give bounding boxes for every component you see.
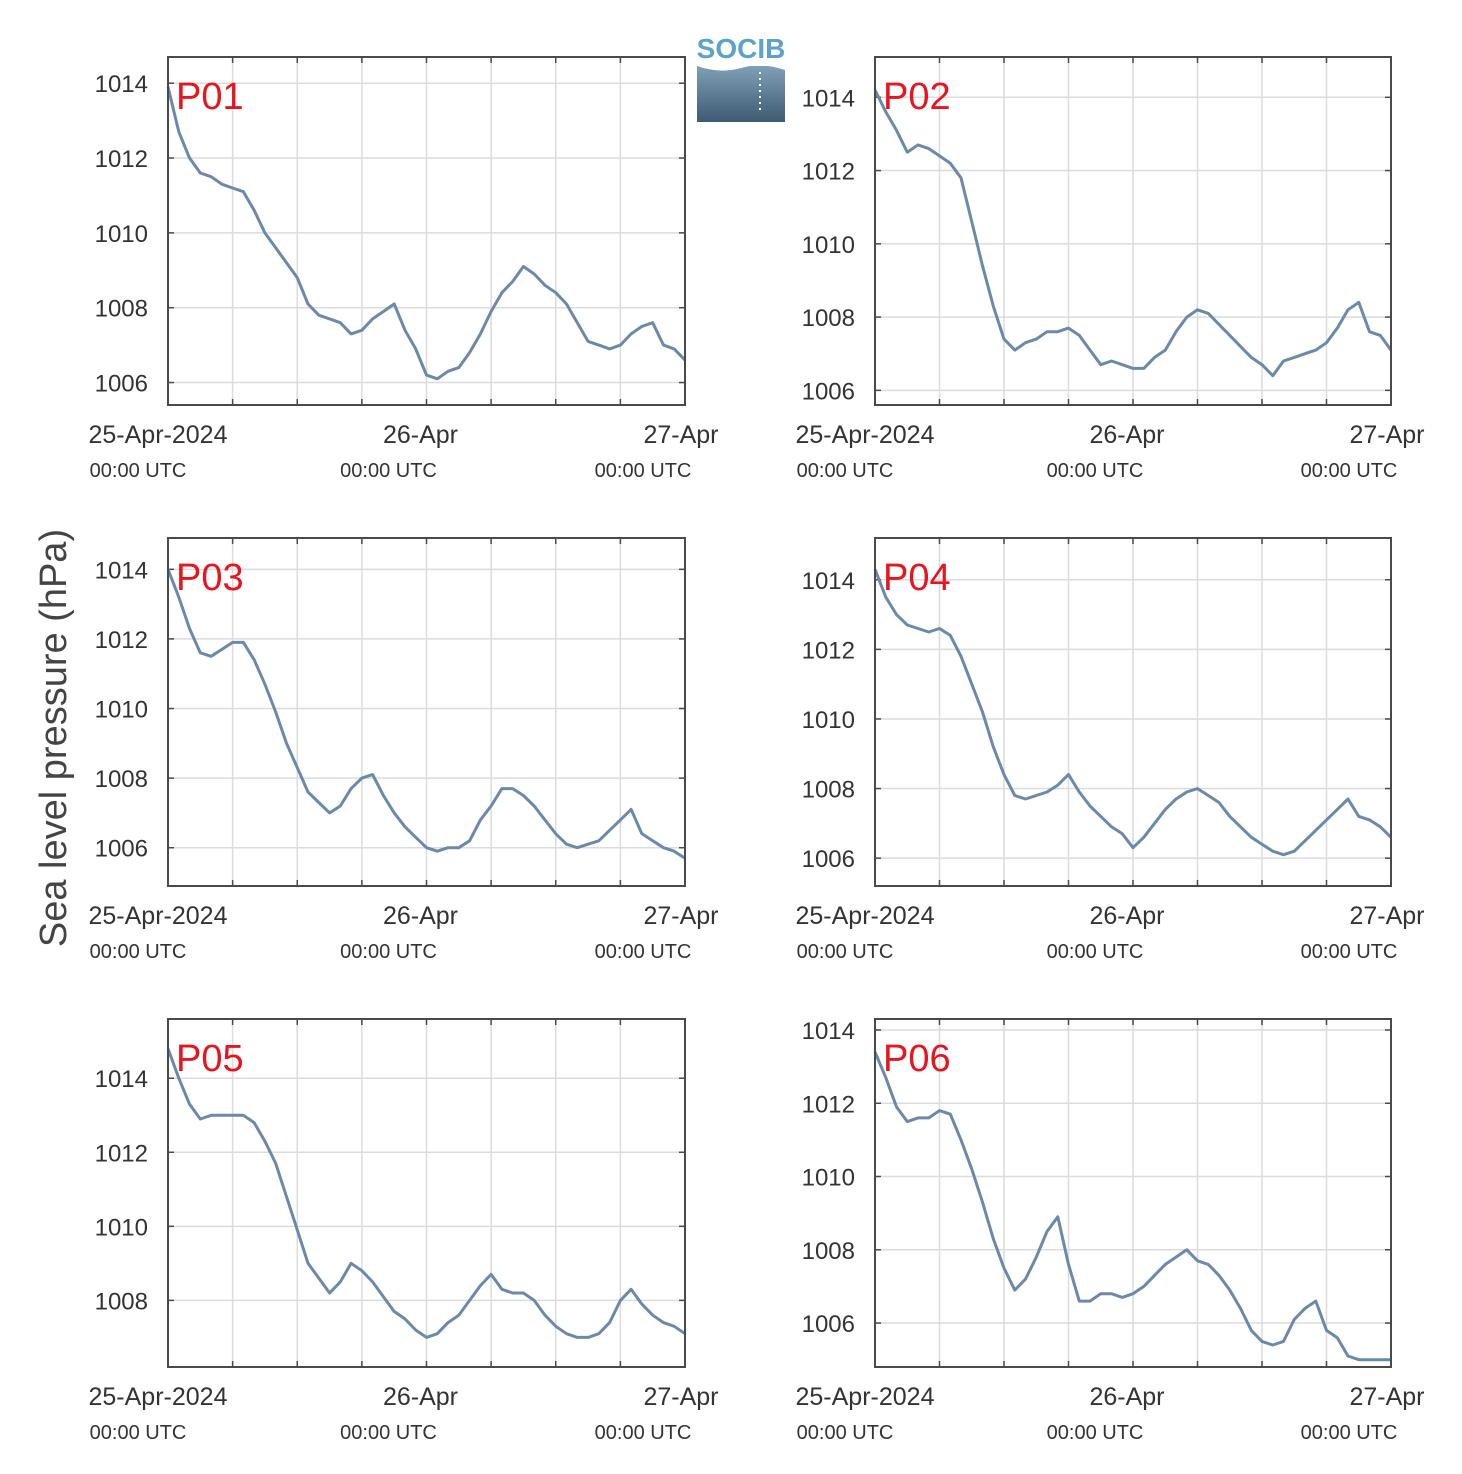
y-axis-label: Sea level pressure (hPa) (33, 529, 75, 947)
y-tick-label: 1014 (802, 568, 855, 595)
x-tick-label: 26-Apr (1089, 421, 1164, 449)
x-tick-label: 27-Apr (643, 902, 718, 930)
y-tick-label: 1014 (802, 85, 855, 112)
axes-frame (167, 1018, 686, 1368)
y-tick-label: 1010 (95, 1214, 148, 1241)
socib-logo-wave (697, 66, 785, 122)
chart-panel-p03: 1006 1008 1010 1012 1014 P03 25-Apr-2024 00:00 … (89, 537, 719, 963)
x-tick-label: 26-Apr (383, 421, 458, 449)
y-tick-label: 1008 (95, 1288, 148, 1315)
y-tick-label: 1012 (802, 159, 855, 186)
x-tick-sublabel: 00:00 UTC (797, 1422, 894, 1444)
pressure-line-p03 (166, 568, 686, 860)
socib-logo-text: SOCIB (697, 33, 786, 64)
y-tick-label: 1008 (802, 305, 855, 332)
x-tick-sublabel: 00:00 UTC (797, 460, 894, 482)
x-tick-label: 26-Apr (1089, 902, 1164, 930)
y-tick-label: 1008 (802, 1238, 855, 1265)
pressure-line-p02 (873, 89, 1393, 378)
panel-label: P05 (176, 1038, 244, 1080)
y-tick-label: 1006 (95, 836, 148, 863)
pressure-line-p04 (873, 568, 1393, 857)
axes-frame (874, 1018, 1392, 1368)
x-tick-sublabel: 00:00 UTC (1047, 460, 1144, 482)
panel-label: P02 (883, 76, 951, 118)
x-tick-label: 27-Apr (1349, 902, 1424, 930)
y-tick-label: 1008 (95, 296, 148, 323)
y-tick-label: 1014 (95, 557, 148, 584)
chart-panel-p06: 1006 1008 1010 1012 1014 P06 25-Apr-2024 00:00 … (796, 1018, 1425, 1444)
x-tick-label: 25-Apr-2024 (796, 902, 935, 930)
y-tick-label: 1006 (802, 1311, 855, 1338)
x-tick-sublabel: 00:00 UTC (595, 460, 692, 482)
pressure-line-p05 (166, 1048, 686, 1339)
axes-frame (874, 56, 1392, 406)
x-tick-label: 26-Apr (1089, 1383, 1164, 1411)
y-tick-label: 1006 (802, 378, 855, 405)
axes-frame (167, 56, 686, 406)
x-tick-label: 27-Apr (643, 421, 718, 449)
chart-panel-p01: 1006 1008 1010 1012 1014 P01 25-Apr-2024 00:00 … (89, 56, 719, 482)
x-tick-label: 27-Apr (1349, 421, 1424, 449)
y-tick-label: 1012 (802, 1091, 855, 1118)
x-tick-sublabel: 00:00 UTC (595, 1422, 692, 1444)
y-tick-label: 1010 (802, 707, 855, 734)
y-tick-label: 1012 (95, 627, 148, 654)
x-tick-sublabel: 00:00 UTC (340, 460, 437, 482)
chart-panel-p02: 1006 1008 1010 1012 1014 P02 25-Apr-2024 00:00 … (796, 56, 1425, 482)
x-tick-sublabel: 00:00 UTC (90, 941, 187, 963)
x-tick-sublabel: 00:00 UTC (90, 1422, 187, 1444)
y-tick-label: 1012 (95, 146, 148, 173)
x-tick-label: 25-Apr-2024 (89, 902, 228, 930)
panel-label: P01 (176, 76, 244, 118)
y-tick-label: 1014 (95, 1066, 148, 1093)
panel-label: P06 (883, 1038, 951, 1080)
x-tick-label: 27-Apr (643, 1383, 718, 1411)
x-tick-label: 25-Apr-2024 (89, 421, 228, 449)
x-tick-label: 26-Apr (383, 902, 458, 930)
y-tick-label: 1014 (95, 71, 148, 98)
x-tick-label: 25-Apr-2024 (796, 1383, 935, 1411)
axes-frame (167, 537, 686, 887)
y-tick-label: 1010 (95, 697, 148, 724)
y-tick-label: 1010 (802, 1165, 855, 1192)
y-tick-label: 1006 (802, 846, 855, 873)
x-tick-sublabel: 00:00 UTC (1301, 1422, 1398, 1444)
x-tick-sublabel: 00:00 UTC (1047, 941, 1144, 963)
x-tick-sublabel: 00:00 UTC (90, 460, 187, 482)
x-tick-sublabel: 00:00 UTC (1301, 941, 1398, 963)
axes-frame (874, 537, 1392, 887)
y-tick-label: 1014 (802, 1018, 855, 1045)
x-tick-sublabel: 00:00 UTC (595, 941, 692, 963)
x-tick-sublabel: 00:00 UTC (1047, 1422, 1144, 1444)
x-tick-sublabel: 00:00 UTC (340, 1422, 437, 1444)
y-tick-label: 1012 (95, 1140, 148, 1167)
y-tick-label: 1010 (802, 232, 855, 259)
y-tick-label: 1012 (802, 637, 855, 664)
panel-label: P03 (176, 557, 244, 599)
socib-logo: SOCIB (697, 33, 786, 122)
chart-panel-p04: 1006 1008 1010 1012 1014 P04 25-Apr-2024 00:00 … (796, 537, 1425, 963)
y-tick-label: 1008 (95, 766, 148, 793)
x-tick-sublabel: 00:00 UTC (340, 941, 437, 963)
y-tick-label: 1008 (802, 777, 855, 804)
x-tick-sublabel: 00:00 UTC (797, 941, 894, 963)
y-tick-label: 1006 (95, 371, 148, 398)
x-tick-label: 27-Apr (1349, 1383, 1424, 1411)
y-tick-label: 1010 (95, 221, 148, 248)
x-tick-sublabel: 00:00 UTC (1301, 460, 1398, 482)
chart-panel-p05: 1008 1010 1012 1014 P05 25-Apr-2024 00:00 UTC 2… (89, 1018, 719, 1444)
x-tick-label: 25-Apr-2024 (89, 1383, 228, 1411)
pressure-line-p01 (166, 86, 687, 381)
x-tick-label: 25-Apr-2024 (796, 421, 935, 449)
panel-label: P04 (883, 557, 951, 599)
x-tick-label: 26-Apr (383, 1383, 458, 1411)
pressure-line-p06 (873, 1051, 1391, 1362)
